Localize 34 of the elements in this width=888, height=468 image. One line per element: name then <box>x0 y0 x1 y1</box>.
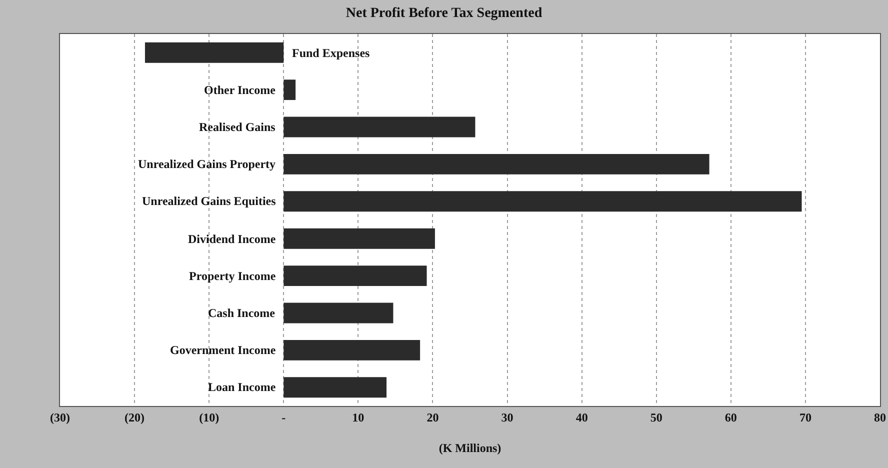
x-tick-label: 40 <box>576 410 588 424</box>
bar <box>284 154 710 174</box>
x-axis-title: (K Millions) <box>438 441 502 455</box>
bar <box>284 116 476 138</box>
y-tick-label: Other Income <box>204 83 276 97</box>
y-tick-label: Fund Expenses <box>292 46 370 60</box>
bar <box>284 302 394 324</box>
bar <box>284 340 420 360</box>
y-tick-label: Unrealized Gains Equities <box>142 194 276 208</box>
bar <box>144 42 284 63</box>
x-tick-label: (30) <box>50 410 70 424</box>
bar <box>284 266 427 286</box>
bar <box>284 191 802 212</box>
x-tick-label: 30 <box>501 410 514 424</box>
y-tick-label: Government Income <box>170 343 276 357</box>
y-tick-label: Property Income <box>189 269 276 283</box>
chart-title: Net Profit Before Tax Segmented <box>346 6 542 21</box>
x-tick-label: 60 <box>724 410 737 424</box>
y-tick-label: Dividend Income <box>188 232 276 246</box>
bar <box>284 228 435 249</box>
x-tick-label: - <box>282 410 286 424</box>
y-tick-label: Loan Income <box>208 380 276 394</box>
y-tick-label: Cash Income <box>208 306 276 320</box>
x-tick-label: 10 <box>352 410 364 424</box>
x-tick-label: 20 <box>426 410 439 424</box>
x-tick-label: 80 <box>874 410 886 424</box>
y-tick-label: Realised Gains <box>199 120 276 134</box>
x-tick-label: 50 <box>650 410 662 424</box>
x-tick-label: (20) <box>124 410 145 424</box>
bar <box>284 377 387 398</box>
y-tick-label: Unrealized Gains Property <box>138 157 276 171</box>
x-tick-label: 70 <box>799 410 812 424</box>
bar <box>284 80 296 100</box>
x-tick-label: (10) <box>199 410 220 424</box>
